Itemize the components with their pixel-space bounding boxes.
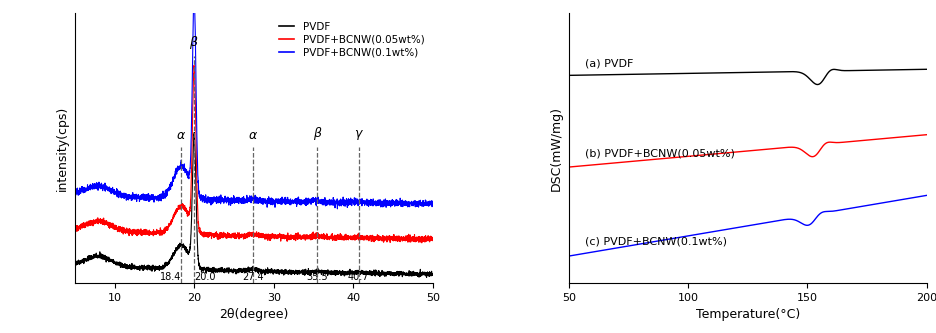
Text: $\alpha$: $\alpha$	[176, 129, 186, 142]
Text: $\alpha$: $\alpha$	[248, 129, 258, 142]
Y-axis label: intensity(cps): intensity(cps)	[56, 106, 69, 191]
Y-axis label: DSC(mW/mg): DSC(mW/mg)	[550, 106, 563, 191]
X-axis label: Temperature(°C): Temperature(°C)	[695, 308, 800, 321]
X-axis label: 2θ(degree): 2θ(degree)	[219, 308, 288, 321]
Legend: PVDF, PVDF+BCNW(0.05wt%), PVDF+BCNW(0.1wt%): PVDF, PVDF+BCNW(0.05wt%), PVDF+BCNW(0.1w…	[275, 19, 428, 61]
Text: 27.4: 27.4	[242, 272, 264, 282]
Text: (a) PVDF: (a) PVDF	[585, 58, 634, 68]
Text: (b) PVDF+BCNW(0.05wt%): (b) PVDF+BCNW(0.05wt%)	[585, 149, 736, 159]
Text: $\gamma$: $\gamma$	[354, 128, 364, 142]
Text: 40.7: 40.7	[348, 272, 370, 282]
Text: $\beta$: $\beta$	[313, 125, 322, 142]
Text: (c) PVDF+BCNW(0.1wt%): (c) PVDF+BCNW(0.1wt%)	[585, 236, 727, 246]
Text: 20.0: 20.0	[194, 272, 215, 282]
Text: $\beta$: $\beta$	[189, 34, 199, 51]
Text: 35.5: 35.5	[307, 272, 329, 282]
Text: 18.4: 18.4	[160, 272, 182, 282]
